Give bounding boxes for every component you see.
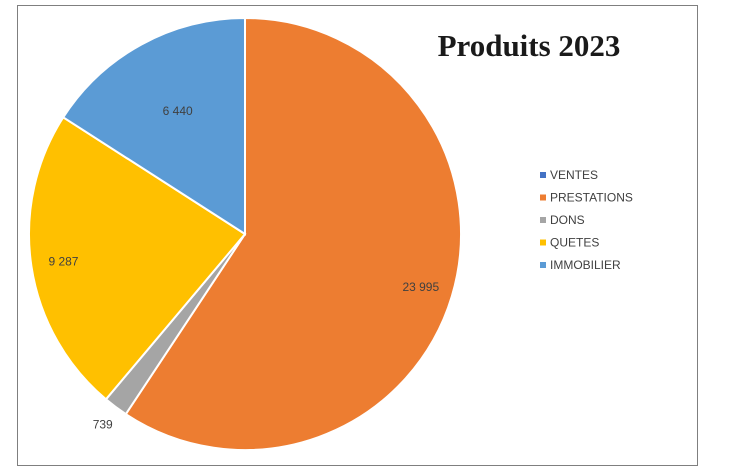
legend-label-dons: DONS (550, 213, 585, 227)
legend-label-immobilier: IMMOBILIER (550, 258, 621, 272)
legend-label-quetes: QUETES (550, 236, 599, 250)
chart-title: Produits 2023 (438, 28, 621, 63)
pie-slice-quetes (28, 115, 247, 401)
pie-slices (28, 16, 462, 451)
legend-label-ventes: VENTES (550, 168, 598, 182)
legend-swatch-prestations (540, 194, 546, 201)
legend-swatch-ventes (540, 172, 546, 178)
data-label-prestations: 23 995 (402, 280, 439, 294)
legend-swatch-immobilier (540, 262, 546, 268)
data-labels: 23 995 739 9 287 6 440 (48, 104, 439, 432)
legend-label-prestations: PRESTATIONS (550, 191, 633, 205)
legend: VENTES PRESTATIONS DONS QUETES IMMOBILIER (540, 168, 633, 272)
legend-swatch-quetes (540, 239, 546, 246)
data-label-quetes: 9 287 (48, 255, 78, 269)
data-label-immobilier: 6 440 (163, 104, 193, 118)
data-label-dons: 739 (93, 417, 113, 431)
pie-slice-prestations (124, 16, 462, 451)
pie-slice-immobilier (61, 16, 246, 236)
legend-swatch-dons (540, 217, 546, 223)
